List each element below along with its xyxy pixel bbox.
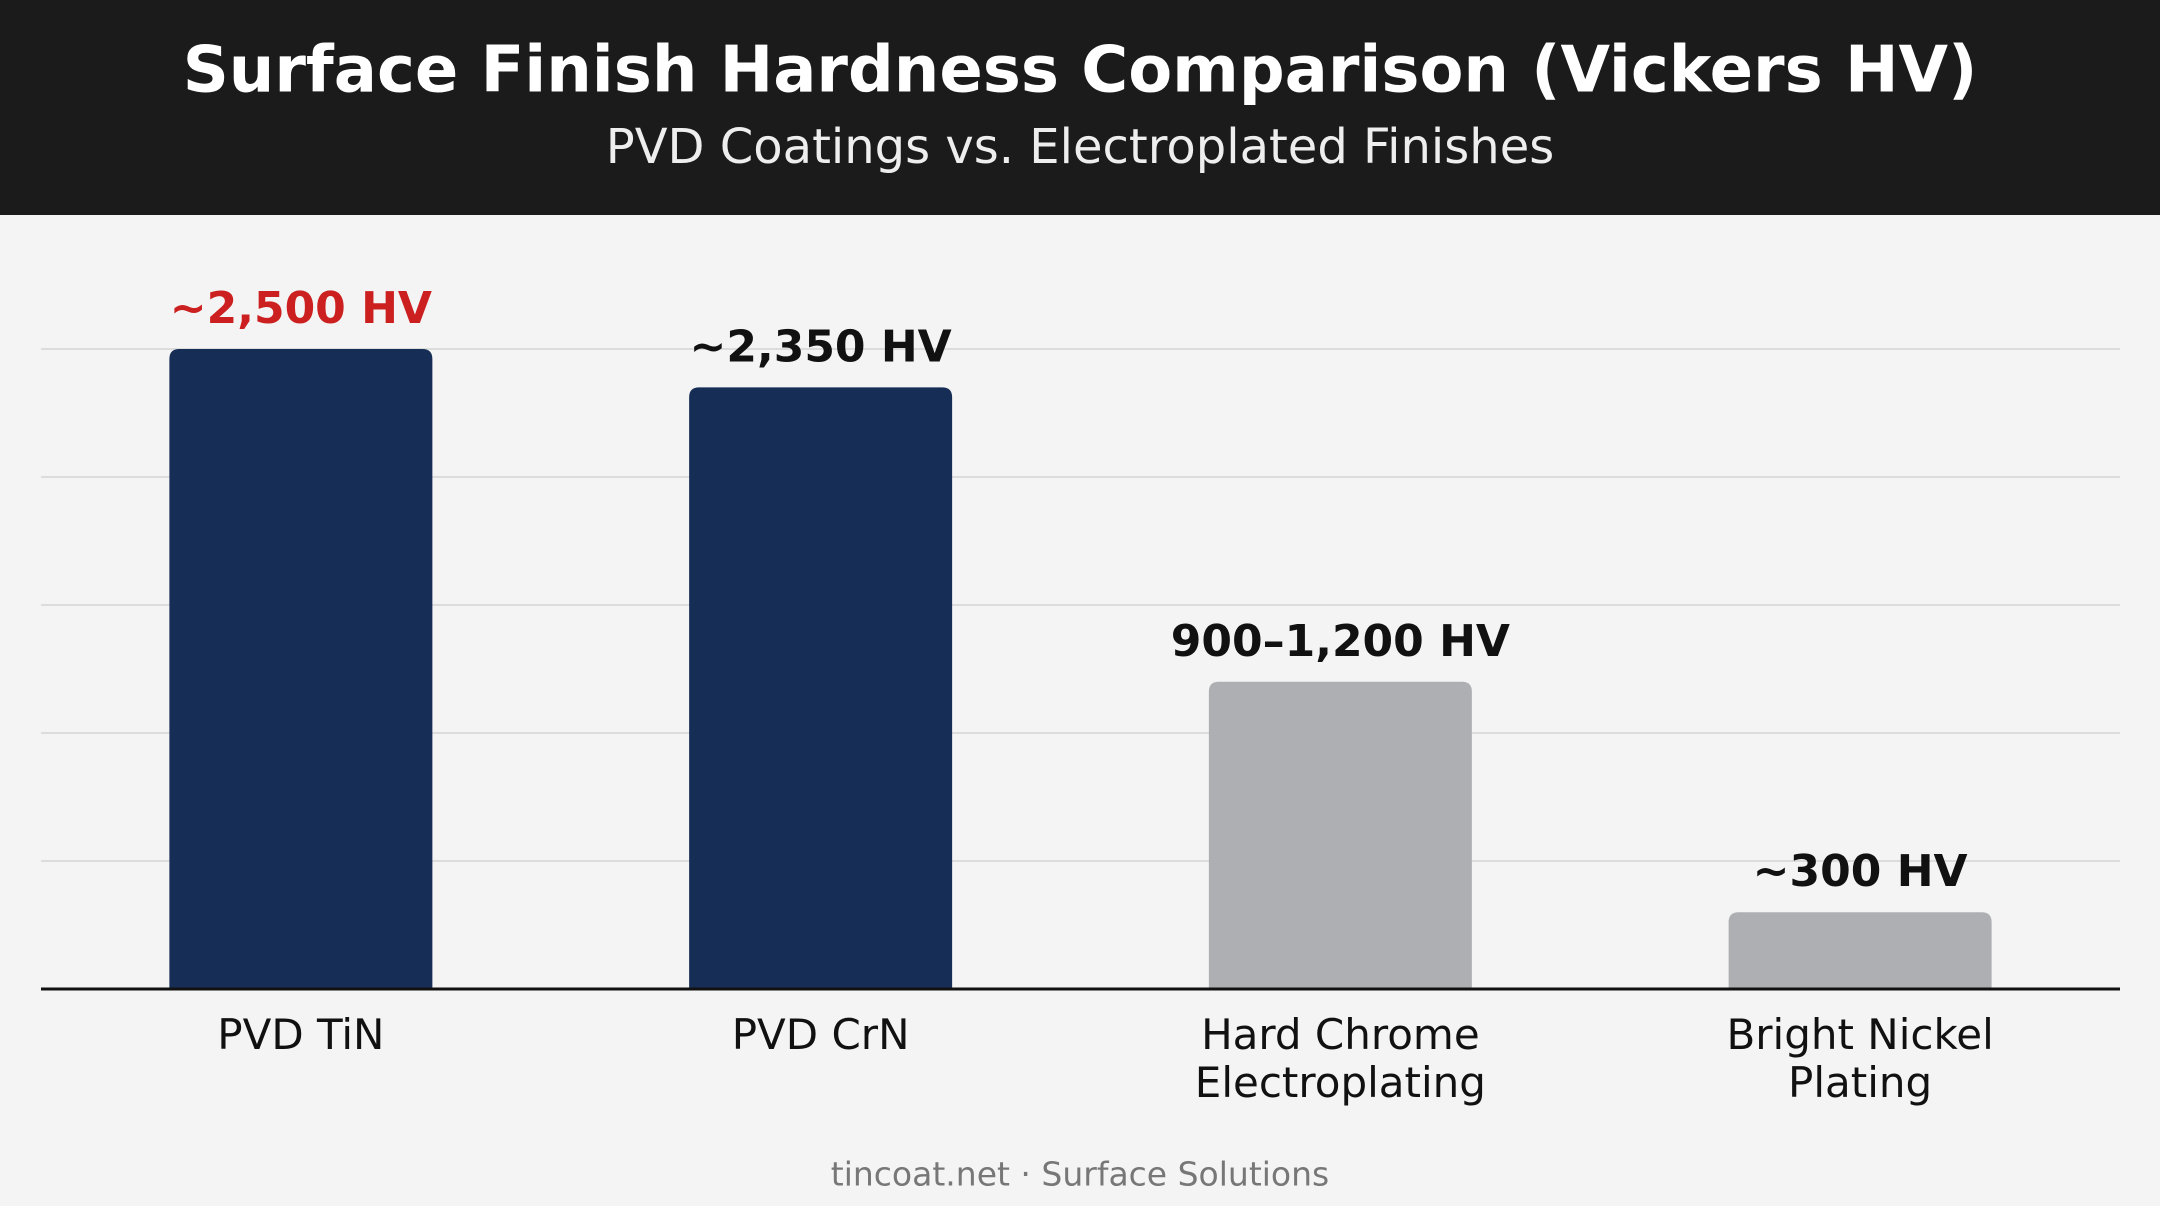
chart-subtitle: PVD Coatings vs. Electroplated Finishes [606,119,1554,175]
bar [1728,912,1992,989]
header-band [0,0,2160,215]
value-label: ~300 HV [1753,846,1968,897]
bar [1208,681,1472,989]
footer: tincoat.net · Surface Solutions [831,1155,1329,1194]
x-tick-label: PVD TiN [217,1010,385,1059]
x-tick-label: Hard Chrome Electroplating [1194,1010,1486,1107]
bar [689,387,953,989]
value-label: 900–1,200 HV [1171,616,1510,667]
value-label: ~2,500 HV [170,283,432,334]
bar [169,349,433,989]
chart-title: Surface Finish Hardness Comparison (Vick… [183,34,1978,108]
value-label: ~2,350 HV [690,321,952,372]
x-tick-label: PVD CrN [731,1010,910,1059]
x-tick-label: Bright Nickel Plating [1726,1010,1994,1107]
